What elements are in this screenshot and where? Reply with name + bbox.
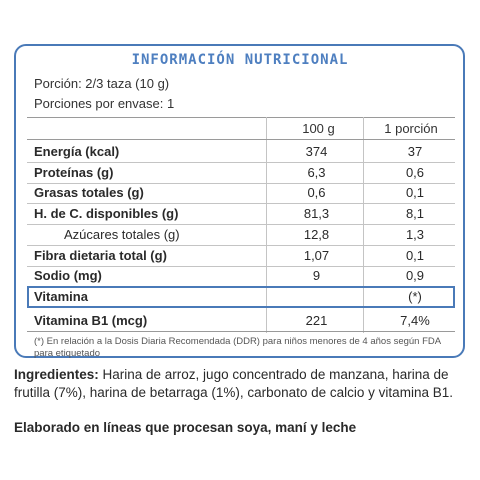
panel-title: INFORMACIÓN NUTRICIONAL	[131, 52, 349, 68]
vitamin-b1-label: Vitamina B1 (mcg)	[34, 313, 148, 328]
row-divider	[27, 182, 455, 184]
nutrient-per-serving: 0,1	[405, 185, 425, 201]
vitamin-b1-per100: 221	[305, 313, 328, 328]
divider	[27, 139, 455, 140]
nutrient-row: Sodio (mg) 9 0,9	[34, 268, 454, 286]
nutrient-per100: 6,3	[307, 164, 326, 180]
nutrient-label: Azúcares totales (g)	[64, 226, 180, 242]
nutrient-per-serving: 0,6	[405, 164, 425, 180]
nutrient-label: Energía (kcal)	[34, 144, 120, 159]
serving-size: Porción: 2/3 taza (10 g)	[34, 76, 170, 91]
nutrient-row: Azúcares totales (g) 12,8 1,3	[34, 227, 454, 245]
ingredients: Ingredientes: Harina de arroz, jugo conc…	[14, 366, 470, 402]
row-divider	[27, 265, 455, 267]
nutrient-per-serving: 8,1	[405, 206, 425, 222]
vitamin-b1-row: Vitamina B1 (mcg) 221 7,4%	[34, 313, 454, 331]
vitamin-header-box	[27, 286, 455, 308]
nutrition-panel	[14, 44, 465, 358]
nutrient-row: Energía (kcal) 374 37	[34, 144, 454, 162]
nutrient-row: Grasas totales (g) 0,6 0,1	[34, 185, 454, 203]
vitamin-b1-per-serving: 7,4%	[400, 313, 430, 328]
nutrient-label: Grasas totales (g)	[34, 185, 144, 201]
nutrient-per-serving: 37	[407, 144, 423, 159]
divider	[27, 117, 455, 118]
vitamin-header-note: (*)	[408, 289, 422, 304]
column-header-100g: 100 g	[302, 121, 335, 136]
divider	[27, 331, 455, 332]
nutrient-label: H. de C. disponibles (g)	[34, 206, 179, 222]
allergen-statement: Elaborado en líneas que procesan soya, m…	[14, 420, 357, 435]
nutrient-per100: 0,6	[307, 185, 326, 201]
nutrient-row: Fibra dietaria total (g) 1,07 0,1	[34, 248, 454, 266]
nutrient-per100: 12,8	[303, 226, 330, 242]
nutrient-row: H. de C. disponibles (g) 81,3 8,1	[34, 206, 454, 224]
nutrient-per100: 1,07	[303, 247, 330, 263]
column-header-portion: 1 porción	[384, 121, 438, 136]
footnote: (*) En relación a la Dosis Diaria Recome…	[34, 336, 441, 359]
nutrient-per100: 9	[312, 268, 321, 284]
vitamin-header-label: Vitamina	[34, 289, 88, 304]
nutrient-per100: 81,3	[303, 206, 330, 222]
nutrient-per-serving: 0,9	[405, 268, 425, 284]
row-divider	[27, 162, 455, 163]
row-divider	[27, 244, 455, 246]
nutrient-label: Proteínas (g)	[34, 164, 114, 180]
nutrient-row: Proteínas (g) 6,3 0,6	[34, 165, 454, 183]
nutrient-label: Sodio (mg)	[34, 268, 102, 284]
nutrient-per-serving: 0,1	[405, 247, 425, 263]
row-divider	[27, 203, 455, 205]
vitamin-header-row: Vitamina (*)	[34, 289, 454, 307]
servings-per-container: Porciones por envase: 1	[34, 96, 175, 111]
nutrient-per-serving: 1,3	[405, 226, 425, 242]
ingredients-label: Ingredientes:	[14, 367, 99, 382]
nutrient-per100: 374	[305, 144, 328, 159]
nutrient-label: Fibra dietaria total (g)	[34, 247, 167, 263]
ingredients-text: Harina de arroz, jugo concentrado de man…	[14, 367, 453, 400]
row-divider	[27, 224, 455, 226]
